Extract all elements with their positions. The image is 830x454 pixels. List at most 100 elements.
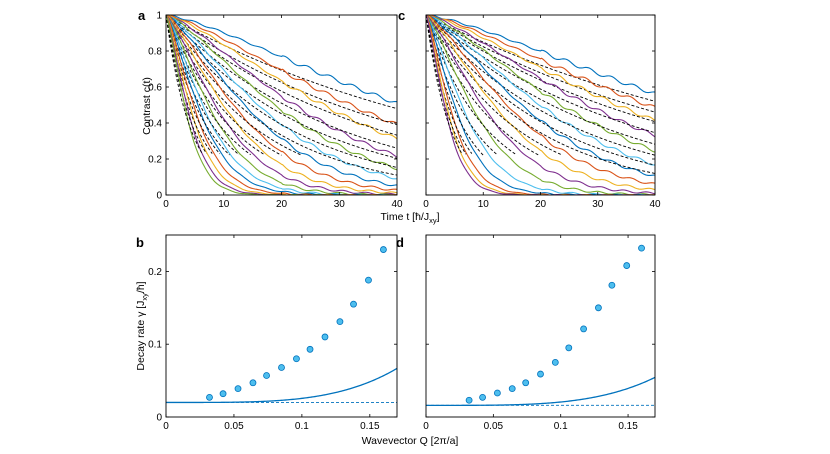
series-line xyxy=(426,15,655,122)
data-point xyxy=(380,246,387,253)
fit-curve xyxy=(426,376,656,406)
x-tick-label: 0 xyxy=(423,199,429,210)
fit-line xyxy=(166,15,397,149)
series-line xyxy=(426,15,655,138)
series-line xyxy=(166,15,397,187)
fit-line xyxy=(166,15,397,136)
data-point xyxy=(608,281,616,289)
x-tick-label: 10 xyxy=(478,199,490,210)
y-tick-label: 1 xyxy=(156,11,162,22)
series-line xyxy=(426,15,655,195)
data-point xyxy=(522,379,530,387)
y-axis-title-top: Contrast c(t) xyxy=(141,77,153,135)
fit-line xyxy=(426,15,655,166)
fit-line xyxy=(166,15,207,154)
axes-frame xyxy=(425,14,656,196)
series-line xyxy=(166,15,397,195)
fit-line xyxy=(166,15,301,156)
y-axis-title-bottom: Decay rate γ [Jxy/ħ] xyxy=(135,281,149,370)
fit-line xyxy=(166,15,397,176)
panel-label-b: b xyxy=(136,235,144,250)
fit-line xyxy=(426,15,655,134)
y-axis-title-bottom-sub: xy xyxy=(140,293,149,301)
panel-c: c 0 10 20 30 40 xyxy=(398,8,661,210)
x-tick-label: 0.1 xyxy=(295,421,309,432)
series-line xyxy=(426,15,655,191)
data-point xyxy=(493,389,501,397)
y-tick-label: 0.1 xyxy=(148,340,162,351)
x-axis-title-bottom: Wavevector Q [2π/a] xyxy=(362,435,459,447)
series-line xyxy=(426,15,655,195)
series-line xyxy=(426,15,655,195)
series-line xyxy=(428,15,655,107)
fit-line xyxy=(426,15,467,155)
data-point xyxy=(638,244,645,252)
y-tick-label: 0.2 xyxy=(148,267,162,278)
series-line xyxy=(426,15,655,176)
panel-label-a: a xyxy=(138,8,146,23)
x-tick-label: 20 xyxy=(276,199,288,210)
fit-line xyxy=(426,15,655,174)
data-point xyxy=(580,325,588,333)
x-tick-label: 0.1 xyxy=(554,421,568,432)
data-point xyxy=(508,385,516,393)
data-point xyxy=(336,318,344,326)
data-point xyxy=(551,358,559,366)
data-point xyxy=(365,276,372,284)
x-tick-label: 40 xyxy=(391,199,403,210)
fit-line xyxy=(426,15,655,145)
fit-line xyxy=(426,15,539,156)
series-line xyxy=(426,15,655,195)
data-point xyxy=(278,364,285,371)
x-tick-label: 20 xyxy=(535,199,547,210)
data-point xyxy=(465,396,473,404)
series-group xyxy=(166,15,397,195)
series-line xyxy=(166,15,397,194)
fit-line xyxy=(426,15,463,155)
x-tick-label: 0.15 xyxy=(360,421,380,432)
data-point xyxy=(306,345,314,353)
fit-line xyxy=(426,15,473,154)
series-line xyxy=(166,15,397,191)
panel-label-c: c xyxy=(398,8,405,23)
x-tick-label: 30 xyxy=(334,199,346,210)
x-axis-title-top-sub: xy xyxy=(429,216,437,225)
series-group xyxy=(426,15,655,195)
data-point xyxy=(249,379,257,387)
x-tick-label: 40 xyxy=(649,199,661,210)
series-line xyxy=(426,15,655,94)
series-line xyxy=(426,15,655,195)
data-point xyxy=(350,300,357,308)
fit-line xyxy=(166,15,282,156)
fit-line xyxy=(166,15,397,110)
x-tick-label: 10 xyxy=(218,199,230,210)
series-line xyxy=(166,15,397,158)
x-tick-label: 0.15 xyxy=(618,421,638,432)
series-line xyxy=(426,15,655,195)
x-axis-title-top-main: Time t [ħ/J xyxy=(380,211,429,223)
data-point xyxy=(565,344,573,352)
series-line xyxy=(166,15,397,140)
y-tick-label: 0.8 xyxy=(148,47,162,58)
x-tick-label: 0 xyxy=(163,421,169,432)
data-point xyxy=(623,262,631,269)
x-tick-label: 30 xyxy=(592,199,604,210)
fit-line xyxy=(426,15,655,156)
fit-line xyxy=(426,15,497,155)
fit-line xyxy=(426,15,562,156)
x-axis-title-top: Time t [ħ/Jxy] xyxy=(380,211,439,225)
x-tick-label: 0.05 xyxy=(484,421,504,432)
fit-line xyxy=(166,15,397,159)
y-tick-label: 0.4 xyxy=(148,119,162,130)
y-tick-label: 0 xyxy=(156,191,162,202)
fit-line xyxy=(166,15,397,126)
fit-line xyxy=(166,15,213,154)
fit-line xyxy=(166,15,251,156)
data-point xyxy=(293,355,300,363)
series-line xyxy=(166,15,397,171)
y-tick-label: 0.6 xyxy=(148,83,162,94)
panel-b: b 0 0.05 0.1 0.15 0 0.1 0.2 xyxy=(136,234,398,432)
series-line xyxy=(426,15,655,195)
data-point xyxy=(537,370,544,378)
